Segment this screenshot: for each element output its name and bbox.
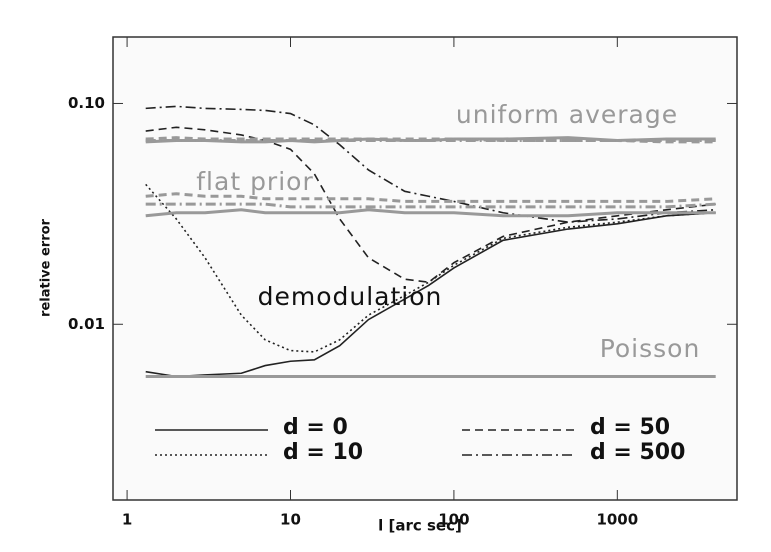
x-tick-label: 100 — [438, 511, 469, 529]
series-line — [145, 208, 716, 218]
series-line — [145, 211, 716, 378]
x-tick-label: 1000 — [596, 511, 638, 529]
legend-label: d = 500 — [590, 440, 685, 465]
legend-label: d = 10 — [283, 440, 363, 465]
plot-frame — [112, 36, 738, 501]
series-line — [145, 192, 716, 203]
x-tick-label: 1 — [122, 511, 132, 529]
annotation: flat prior — [196, 167, 313, 196]
y-tick-label: 0.01 — [68, 315, 105, 333]
x-tick-label: 10 — [280, 511, 301, 529]
annotation: uniform average — [456, 100, 678, 129]
series-line — [145, 183, 716, 353]
y-tick-label: 0.10 — [68, 94, 105, 112]
x-axis-label: l [arc sec] — [378, 517, 462, 535]
annotation: demodulation — [258, 282, 443, 311]
annotation: Poisson — [600, 334, 701, 363]
legend-label: d = 50 — [590, 415, 670, 440]
y-axis-label: relative error — [39, 218, 54, 317]
series-line — [145, 202, 716, 209]
series-line — [145, 126, 716, 284]
series-line — [145, 105, 716, 223]
legend-label: d = 0 — [283, 415, 348, 440]
